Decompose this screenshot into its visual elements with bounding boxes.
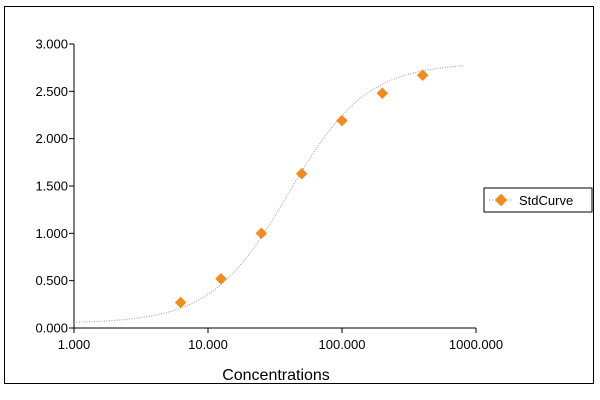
- data-point: [255, 227, 268, 240]
- axes: [73, 44, 476, 329]
- y-tick-label: 2.000: [35, 131, 68, 146]
- x-tick-label: 10.000: [188, 337, 228, 352]
- x-tick-label: 1000.000: [449, 337, 503, 352]
- y-tick-label: 2.500: [35, 84, 68, 99]
- data-point: [174, 296, 187, 309]
- x-axis-title: Concentrations: [222, 367, 330, 384]
- legend-marker-diamond: [494, 193, 508, 207]
- x-tick-label: 100.000: [319, 337, 366, 352]
- y-ticks: 0.000 0.500 1.000 1.500 2.000 2.500 3.000: [35, 37, 74, 336]
- y-tick-label: 0.500: [35, 273, 68, 288]
- y-tick-label: 0.000: [35, 321, 68, 336]
- data-point: [215, 272, 227, 285]
- data-point: [416, 69, 429, 82]
- legend: StdCurve: [483, 187, 593, 213]
- data-point: [295, 167, 308, 180]
- data-point: [376, 87, 389, 100]
- y-tick-label: 1.000: [35, 226, 68, 241]
- data-point: [336, 114, 348, 127]
- fit-curve: [73, 65, 464, 323]
- legend-label: StdCurve: [519, 193, 573, 208]
- y-tick-label: 3.000: [35, 37, 68, 52]
- x-tick-label: 1.000: [58, 337, 91, 352]
- x-ticks: 1.000 10.000 100.000 1000.000: [58, 328, 503, 352]
- data-points: [174, 69, 429, 309]
- y-tick-label: 1.500: [35, 179, 68, 194]
